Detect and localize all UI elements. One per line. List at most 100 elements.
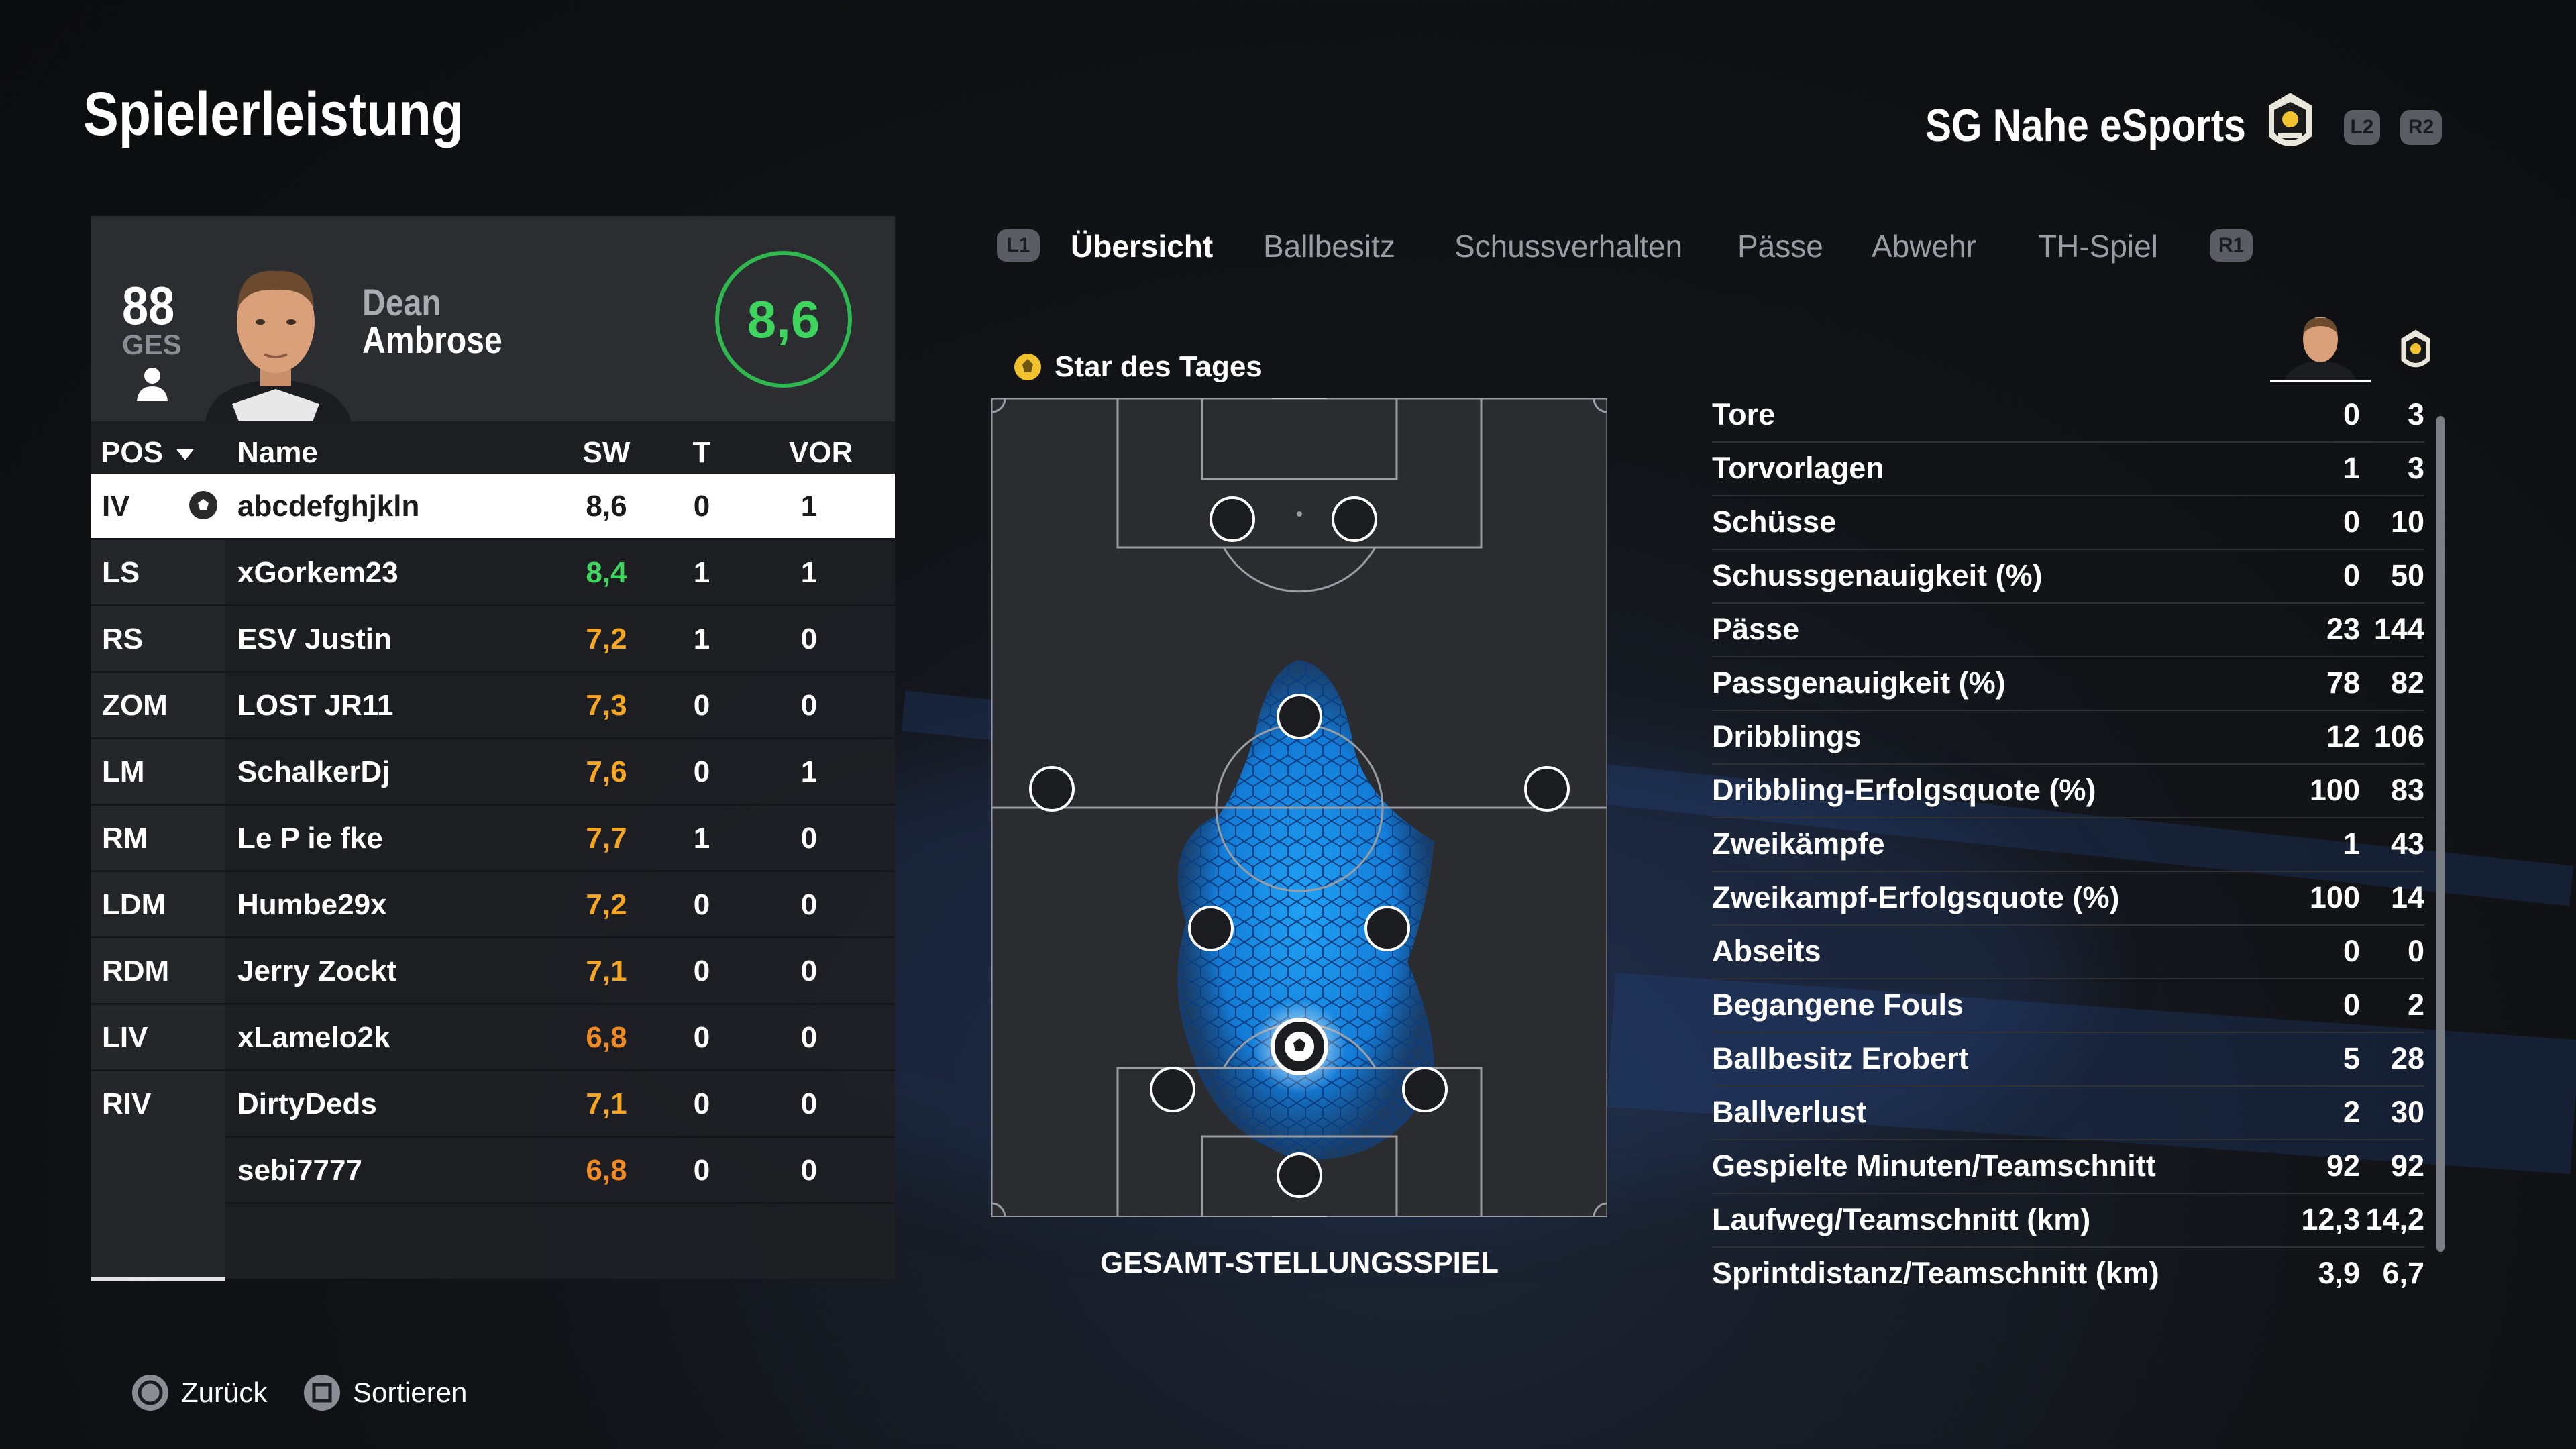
stat-label: Laufweg/Teamschnitt (km): [1712, 1202, 2091, 1236]
position-marker: [1364, 906, 1410, 951]
person-icon: [137, 368, 168, 401]
tab-goalkeeping[interactable]: TH-Spiel: [2038, 229, 2158, 264]
stat-player-value: 5: [2343, 1041, 2360, 1075]
r1-button[interactable]: R1: [2210, 229, 2253, 262]
player-first-name: Dean: [362, 281, 441, 323]
table-row[interactable]: LDM Humbe29x 7,2 0 0: [91, 872, 895, 938]
tab-overview[interactable]: Übersicht: [1071, 229, 1214, 264]
row-name: Jerry Zockt: [237, 955, 397, 987]
stat-row: Torvorlagen 1 3: [1712, 443, 2424, 496]
l2-button[interactable]: L2: [2344, 110, 2380, 145]
r2-button[interactable]: R2: [2400, 110, 2442, 145]
stat-player-value: 12,3: [2301, 1202, 2360, 1236]
stat-player-value: 100: [2309, 880, 2360, 914]
player-portrait: [205, 270, 352, 421]
row-assists: 0: [800, 822, 818, 855]
overall-rating: 88: [122, 276, 175, 335]
row-position: RIV: [102, 1087, 152, 1120]
table-row[interactable]: RM Le P ie fke 7,7 1 0: [91, 806, 895, 872]
row-rating: 7,1: [586, 955, 627, 987]
star-of-the-day: Star des Tages: [1013, 350, 1263, 384]
row-position: IV: [102, 490, 130, 523]
stat-label: Gespielte Minuten/Teamschnitt: [1712, 1148, 2156, 1183]
stat-team-value: 0: [2407, 934, 2424, 968]
back-label: Zurück: [181, 1377, 268, 1408]
player-column-portrait: [2270, 317, 2371, 382]
header-name: Name: [237, 436, 318, 469]
sort-button[interactable]: Sortieren: [302, 1373, 467, 1413]
sort-position-header[interactable]: POS: [101, 436, 195, 470]
stat-team-value: 14,2: [2365, 1202, 2424, 1236]
row-position: RM: [102, 822, 148, 855]
stat-player-value: 2: [2343, 1095, 2360, 1129]
back-button[interactable]: Zurück: [130, 1373, 267, 1413]
row-assists: 0: [800, 1154, 818, 1187]
row-name: xLamelo2k: [237, 1021, 390, 1054]
row-goals: 0: [693, 490, 710, 523]
page-title: Spielerleistung: [83, 80, 464, 148]
table-row[interactable]: LM SchalkerDj 7,6 0 1: [91, 739, 895, 806]
table-row[interactable]: LIV xLamelo2k 6,8 0 0: [91, 1005, 895, 1071]
position-marker: [1210, 496, 1255, 542]
stat-row: Zweikampf-Erfolgsquote (%) 100 14: [1712, 872, 2424, 926]
row-assists: 0: [800, 955, 818, 987]
stat-team-value: 144: [2373, 612, 2424, 646]
stat-row: Begangene Fouls 0 2: [1712, 979, 2424, 1033]
stat-team-value: 43: [2390, 826, 2424, 861]
row-rating: 8,4: [586, 556, 627, 589]
stat-label: Pässe: [1712, 612, 1800, 646]
header-vor: VOR: [789, 436, 853, 469]
stat-row: Passgenauigkeit (%) 78 82: [1712, 657, 2424, 711]
row-assists: 0: [800, 1021, 818, 1054]
table-row[interactable]: ZOM LOST JR11 7,3 0 0: [91, 673, 895, 739]
table-row[interactable]: RS ESV Justin 7,2 1 0: [91, 606, 895, 673]
heatmap-caption: GESAMT-STELLUNGSSPIEL: [1099, 1246, 1499, 1279]
row-goals: 0: [693, 1087, 710, 1120]
stat-player-value: 1: [2343, 826, 2360, 861]
sort-label: Sortieren: [353, 1377, 468, 1408]
stat-player-value: 0: [2343, 987, 2360, 1022]
stat-team-value: 2: [2407, 987, 2424, 1022]
tab-passing[interactable]: Pässe: [1737, 229, 1823, 264]
match-rating-badge: 8,6: [715, 251, 852, 388]
position-marker: [1332, 496, 1377, 542]
row-position: LM: [102, 755, 145, 788]
stat-team-value: 30: [2390, 1095, 2424, 1129]
row-assists: 0: [800, 623, 818, 655]
stat-player-value: 92: [2326, 1148, 2360, 1183]
stat-label: Schussgenauigkeit (%): [1712, 558, 2043, 592]
stat-team-value: 82: [2390, 665, 2424, 700]
stat-label: Passgenauigkeit (%): [1712, 665, 2006, 700]
l1-button[interactable]: L1: [997, 229, 1040, 262]
row-name: sebi7777: [237, 1154, 362, 1187]
stat-player-value: 0: [2343, 558, 2360, 592]
tab-possession[interactable]: Ballbesitz: [1263, 229, 1395, 264]
table-row[interactable]: LS xGorkem23 8,4 1 1: [91, 540, 895, 606]
row-position: RS: [102, 623, 144, 655]
stat-label: Tore: [1712, 397, 1776, 431]
tab-defending[interactable]: Abwehr: [1872, 229, 1976, 264]
table-row[interactable]: RDM Jerry Zockt 7,1 0 0: [91, 938, 895, 1005]
stat-label: Begangene Fouls: [1712, 987, 1964, 1022]
position-marker: [1524, 766, 1570, 812]
row-assists: 0: [800, 888, 818, 921]
stat-player-value: 100: [2309, 773, 2360, 807]
circle-button-icon: [132, 1375, 168, 1411]
row-goals: 1: [693, 822, 710, 855]
stat-label: Schüsse: [1712, 504, 1837, 539]
position-marker: [1150, 1067, 1195, 1112]
player-last-name: Ambrose: [362, 319, 502, 361]
table-row[interactable]: IV abcdefghjkln 8,6 0 1: [91, 474, 895, 540]
player-rows: IV abcdefghjkln 8,6 0 1 LS xGorkem23 8,4…: [91, 474, 895, 1204]
stats-scrollbar[interactable]: [2436, 416, 2445, 1252]
position-marker: [1029, 766, 1075, 812]
row-rating: 6,8: [586, 1021, 627, 1054]
stat-team-value: 28: [2390, 1041, 2424, 1075]
football-icon: [189, 491, 217, 519]
row-name: Humbe29x: [237, 888, 387, 921]
row-rating: 7,2: [586, 888, 627, 921]
tab-shooting[interactable]: Schussverhalten: [1454, 229, 1683, 264]
stat-team-value: 106: [2373, 719, 2424, 753]
row-rating: 7,2: [586, 623, 627, 655]
stat-player-value: 1: [2343, 451, 2360, 485]
